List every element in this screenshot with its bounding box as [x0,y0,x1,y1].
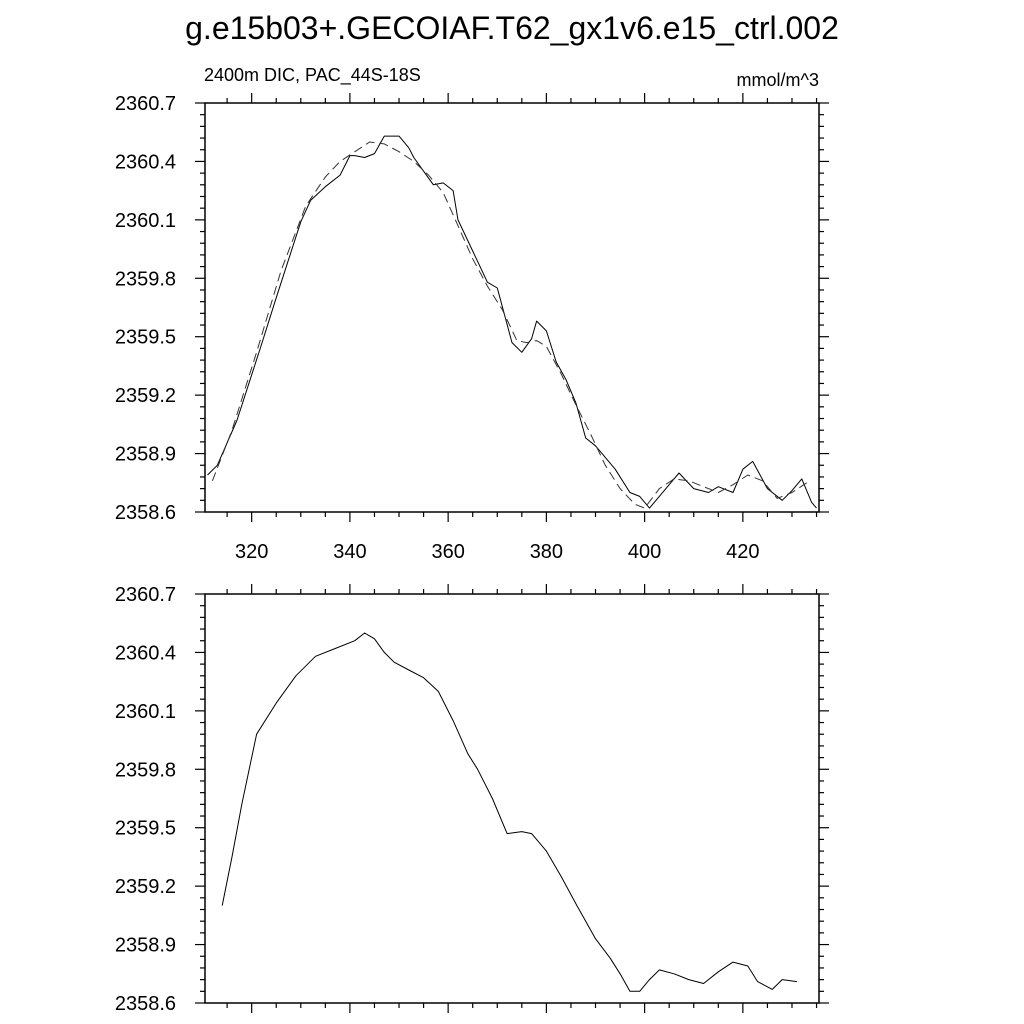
smoothed-series-line [221,632,797,992]
bottom-panel-ticks [195,584,829,1013]
x-tick-label: 320 [235,541,268,563]
y-tick-label: 2360.4 [115,642,176,664]
y-tick-label: 2359.8 [115,759,176,781]
top-panel-frame [204,102,820,513]
y-tick-label: 2359.2 [115,385,176,407]
bottom-panel-series [221,632,797,992]
y-tick-label: 2358.9 [115,935,176,957]
x-tick-label: 420 [726,541,759,563]
raw-series-line [207,135,817,509]
y-tick-label: 2360.1 [115,210,176,232]
smoothed-series-line [211,141,807,509]
x-tick-label: 380 [530,541,563,563]
y-tick-label: 2360.7 [115,93,176,115]
top-panel: 2400m DIC, PAC_44S-18S mmol/m^3 2358.623… [115,65,829,563]
top-panel-series [207,135,817,509]
bottom-panel-tick-labels: 2358.6 2358.9 2359.2 2359.5 2359.8 2360.1 2360… [115,584,176,1015]
y-tick-label: 2360.7 [115,584,176,606]
figure-title: g.e15b03+.GECOIAF.T62_gx1v6.e15_ctrl.002 [185,10,839,46]
bottom-panel-frame [204,593,820,1004]
x-tick-label: 400 [628,541,661,563]
x-tick-label: 340 [333,541,366,563]
y-tick-label: 2359.8 [115,268,176,290]
y-tick-label: 2359.5 [115,327,176,349]
top-panel-left-title: 2400m DIC, PAC_44S-18S [204,65,421,86]
y-tick-label: 2358.9 [115,444,176,466]
y-tick-label: 2359.2 [115,876,176,898]
x-tick-label: 360 [431,541,464,563]
top-panel-units: mmol/m^3 [737,70,819,90]
y-tick-label: 2360.4 [115,151,176,173]
top-panel-ticks [195,93,829,522]
top-panel-tick-labels: 2358.6 2358.9 2359.2 2359.5 2359.8 2360.1 2360… [115,93,760,563]
bottom-panel: 2358.6 2358.9 2359.2 2359.5 2359.8 2360.1 2360… [115,584,829,1015]
y-tick-label: 2360.1 [115,701,176,723]
y-tick-label: 2358.6 [115,502,176,524]
y-tick-label: 2358.6 [115,993,176,1015]
y-tick-label: 2359.5 [115,818,176,840]
